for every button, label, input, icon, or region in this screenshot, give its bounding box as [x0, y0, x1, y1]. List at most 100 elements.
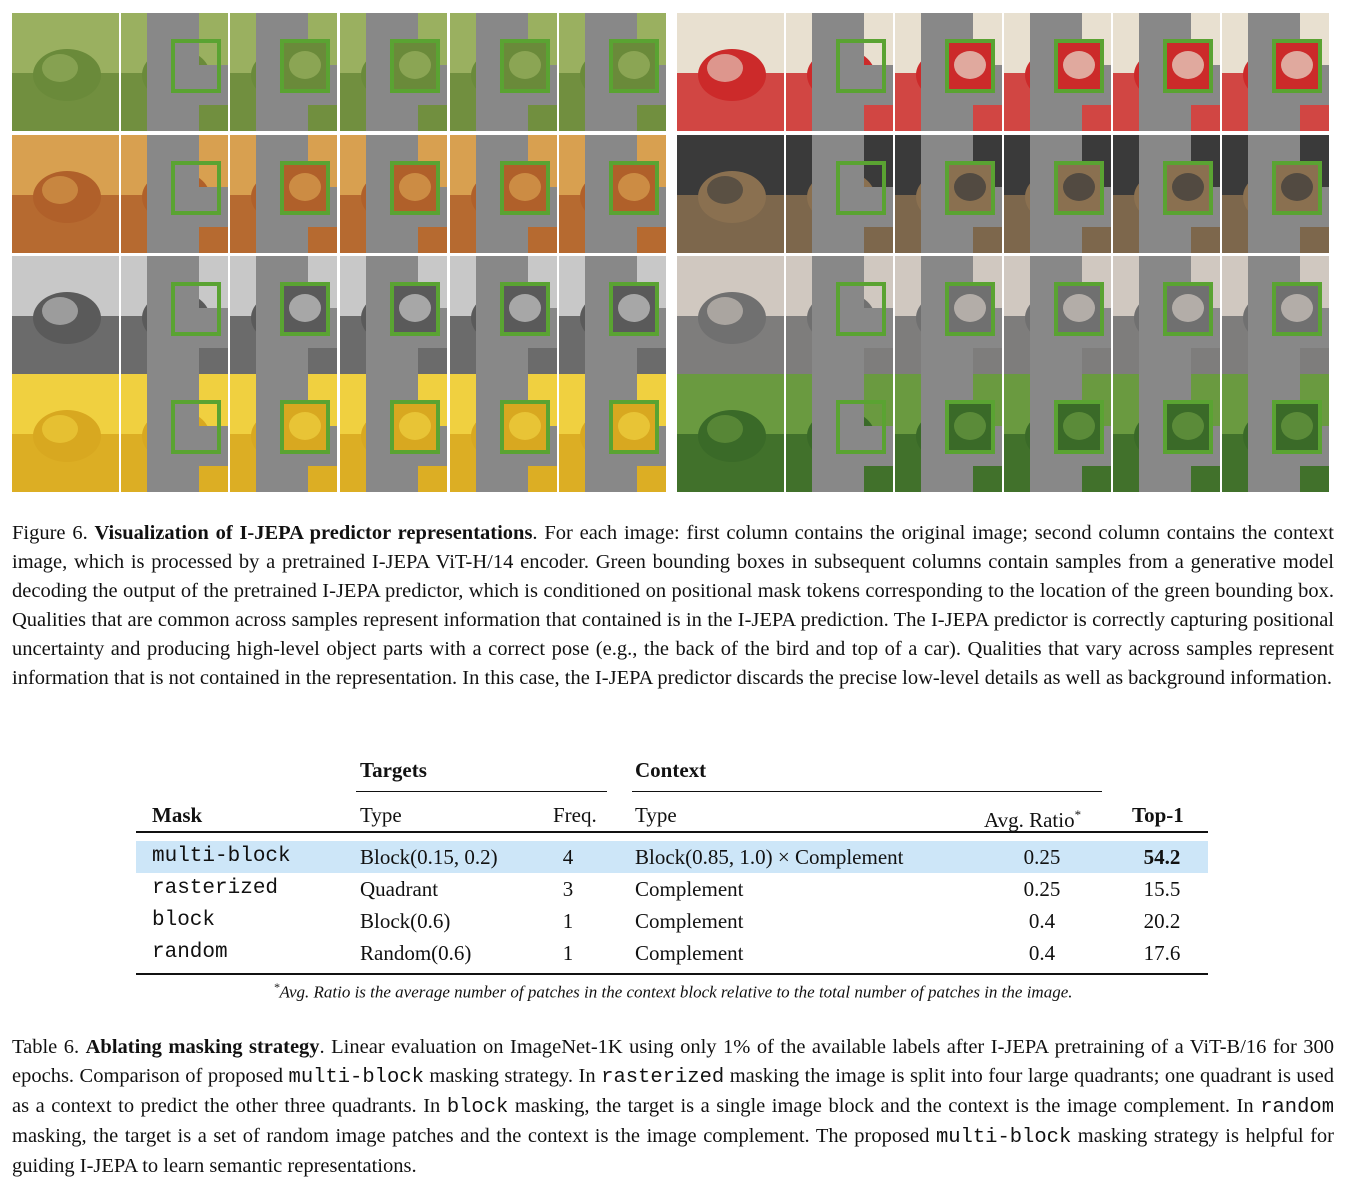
cell-target-type: Block(0.6): [360, 909, 451, 933]
cell-mask: random: [152, 941, 228, 964]
predicted-sample-image: [1004, 135, 1111, 253]
figure-caption-label: Figure 6.: [12, 522, 88, 544]
figure-caption: Figure 6. Visualization of I-JEPA predic…: [12, 519, 1334, 693]
context-image: [121, 135, 228, 253]
predicted-sample-image: [1004, 374, 1111, 492]
cell-mask: multi-block: [152, 845, 291, 868]
cell-top1: 15.5: [1143, 877, 1181, 901]
context-image: [121, 13, 228, 131]
code-multi-block-2: multi-block: [935, 1126, 1072, 1149]
predicted-sample-image: [1222, 135, 1329, 253]
predicted-sample-image: [1222, 374, 1329, 492]
cell-top1: 17.6: [1143, 941, 1181, 965]
predicted-sample-image: [559, 135, 666, 253]
cell-avg-ratio: 0.25: [1023, 845, 1061, 869]
predicted-sample-image: [340, 13, 447, 131]
code-rasterized: rasterized: [601, 1066, 725, 1089]
predicted-sample-image: [1222, 13, 1329, 131]
cell-mask: block: [152, 909, 216, 932]
predicted-sample-image: [450, 13, 557, 131]
cell-top1: 20.2: [1143, 909, 1181, 933]
predicted-sample-image: [559, 374, 666, 492]
predicted-sample-image: [340, 135, 447, 253]
predicted-sample-image: [1004, 256, 1111, 374]
cell-freq: 1: [562, 909, 574, 933]
context-image: [786, 256, 893, 374]
context-image: [786, 13, 893, 131]
predicted-sample-image: [1113, 135, 1220, 253]
code-random: random: [1260, 1096, 1334, 1119]
predicted-sample-image: [895, 374, 1002, 492]
header-top1: Top-1: [1132, 803, 1184, 827]
table-caption-title: Ablating masking strategy: [85, 1036, 320, 1058]
cell-context-type: Block(0.85, 1.0) × Complement: [635, 845, 904, 869]
header-context-type: Type: [635, 803, 677, 827]
predicted-sample-image: [450, 374, 557, 492]
predicted-sample-image: [895, 135, 1002, 253]
cell-context-type: Complement: [635, 877, 744, 901]
context-image: [121, 256, 228, 374]
header-avg-ratio: Avg. Ratio*: [984, 807, 1082, 832]
table-row: block Block(0.6) 1 Complement 0.4 20.2: [136, 905, 1208, 937]
original-image: [677, 135, 784, 253]
original-image: [12, 135, 119, 253]
table-header-row: Mask Type Freq. Type Avg. Ratio* Top-1: [136, 799, 1208, 832]
header-mask: Mask: [152, 803, 203, 827]
original-image: [677, 13, 784, 131]
table-caption-label: Table 6.: [12, 1036, 80, 1058]
original-image: [677, 256, 784, 374]
cell-top1: 54.2: [1143, 845, 1181, 869]
original-image: [677, 374, 784, 492]
cell-freq: 4: [562, 845, 574, 869]
table-row: multi-block Block(0.15, 0.2) 4 Block(0.85, …: [136, 841, 1208, 873]
predicted-sample-image: [1004, 13, 1111, 131]
context-rule: [632, 791, 1102, 792]
predicted-sample-image: [895, 13, 1002, 131]
group-header-targets: Targets: [360, 758, 427, 782]
figure-caption-title: Visualization of I-JEPA predictor repres…: [94, 522, 533, 544]
predicted-sample-image: [230, 256, 337, 374]
context-image: [786, 135, 893, 253]
original-image: [12, 13, 119, 131]
original-image: [12, 374, 119, 492]
predicted-sample-image: [450, 256, 557, 374]
code-multi-block: multi-block: [288, 1066, 424, 1089]
header-target-type: Type: [360, 803, 402, 827]
table-caption: Table 6. Ablating masking strategy. Line…: [12, 1036, 1335, 1177]
cell-context-type: Complement: [635, 909, 744, 933]
predicted-sample-image: [340, 374, 447, 492]
context-image: [786, 374, 893, 492]
predicted-sample-image: [895, 256, 1002, 374]
predicted-sample-image: [230, 135, 337, 253]
cell-avg-ratio: 0.25: [1023, 877, 1061, 901]
cell-target-type: Block(0.15, 0.2): [360, 845, 498, 869]
predicted-sample-image: [340, 256, 447, 374]
figure-caption-body: . For each image: first column contains …: [12, 522, 1334, 689]
cell-context-type: Complement: [635, 941, 744, 965]
predicted-sample-image: [1113, 256, 1220, 374]
cell-freq: 3: [562, 877, 574, 901]
predicted-sample-image: [230, 13, 337, 131]
header-freq: Freq.: [553, 803, 597, 827]
code-block: block: [446, 1096, 509, 1119]
cell-freq: 1: [562, 941, 574, 965]
table-row: random Random(0.6) 1 Complement 0.4 17.6: [136, 937, 1208, 969]
cell-target-type: Quadrant: [360, 877, 439, 901]
table-footnote: *Avg. Ratio is the average number of pat…: [273, 980, 1073, 1002]
targets-rule: [356, 791, 607, 792]
predicted-sample-image: [230, 374, 337, 492]
cell-mask: rasterized: [152, 877, 279, 900]
predicted-sample-image: [1222, 256, 1329, 374]
cell-avg-ratio: 0.4: [1028, 909, 1056, 933]
original-image: [12, 256, 119, 374]
cell-target-type: Random(0.6): [360, 941, 472, 965]
predicted-sample-image: [559, 256, 666, 374]
predicted-sample-image: [559, 13, 666, 131]
predicted-sample-image: [1113, 13, 1220, 131]
results-table: Targets Context Mask Type Freq. Type Avg…: [136, 754, 1208, 984]
cell-avg-ratio: 0.4: [1028, 941, 1056, 965]
header-rule: [136, 831, 1208, 833]
table-row: rasterized Quadrant 3 Complement 0.25 15.5: [136, 873, 1208, 905]
predicted-sample-image: [450, 135, 557, 253]
bottom-rule: [136, 973, 1208, 975]
